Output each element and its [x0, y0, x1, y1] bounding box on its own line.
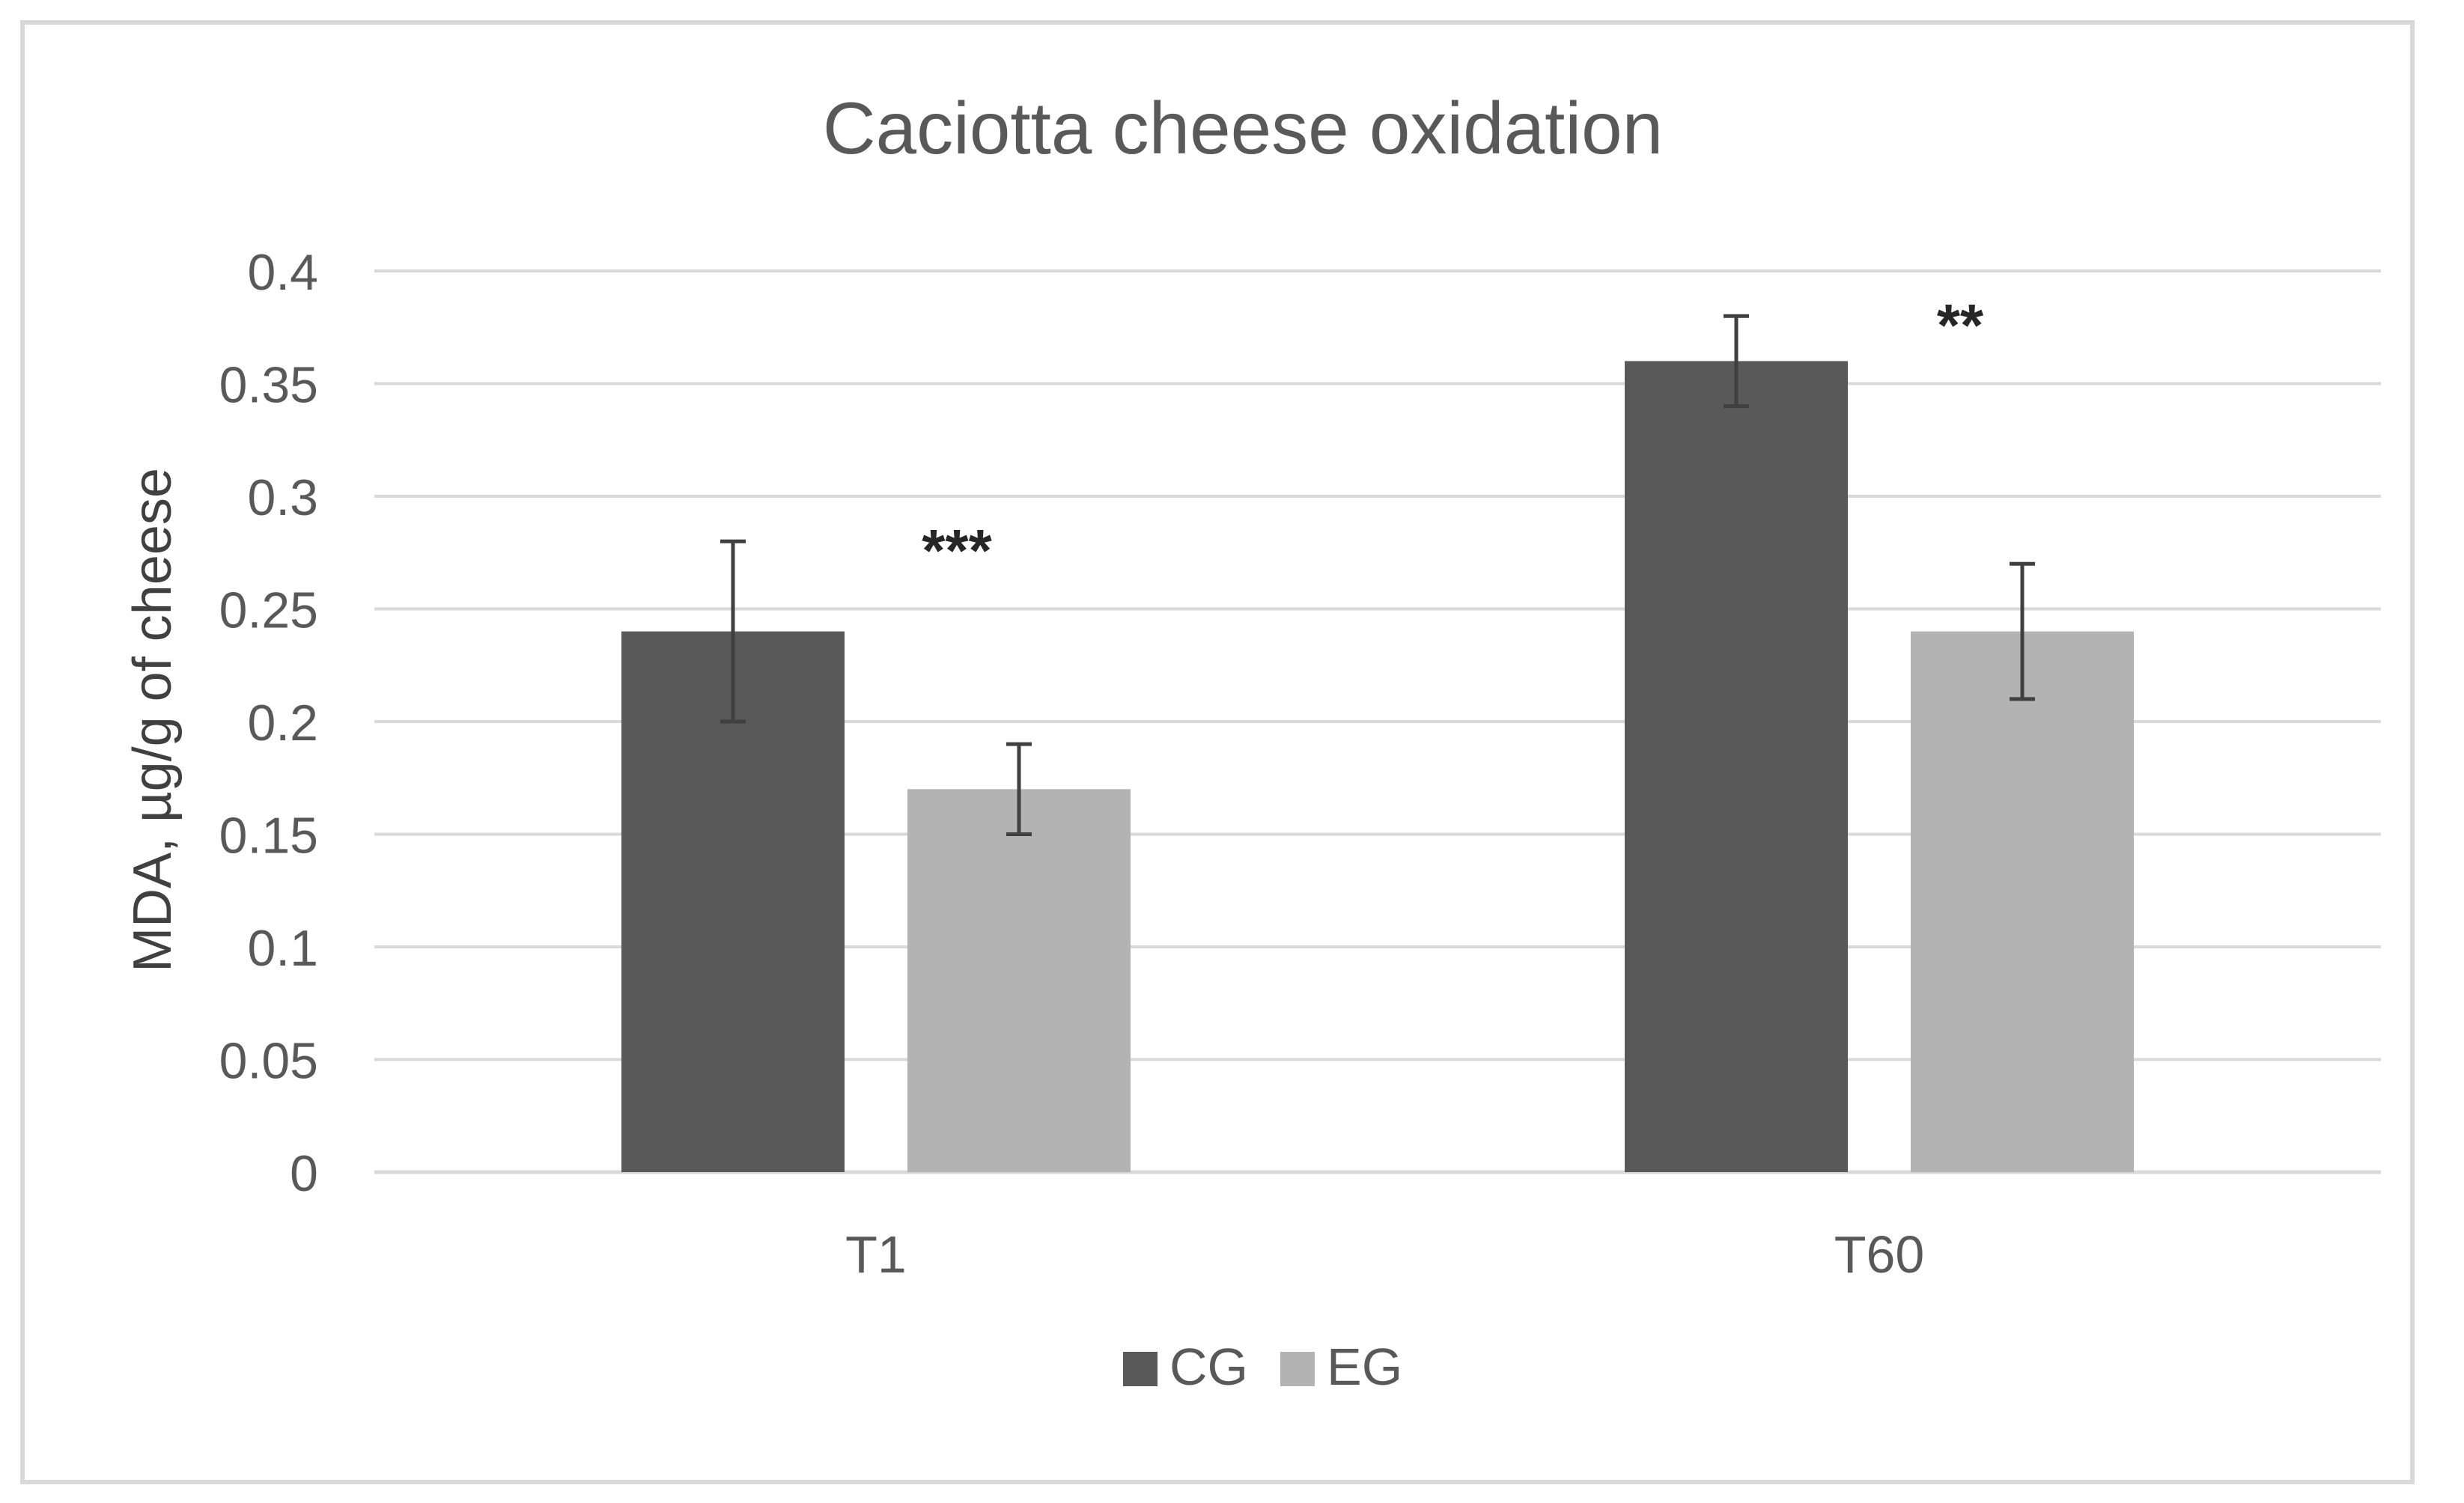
bar-eg-t1 — [907, 789, 1131, 1172]
legend: CG EG — [1123, 1338, 1402, 1396]
bar-cg-t60 — [1625, 361, 1848, 1172]
y-tick-label: 0.05 — [219, 1033, 318, 1090]
legend-label-eg: EG — [1327, 1338, 1402, 1396]
error-bars — [720, 314, 2035, 836]
legend-swatch-cg — [1123, 1352, 1158, 1386]
bar-eg-t60 — [1911, 631, 2134, 1172]
y-tick-label: 0.2 — [247, 695, 318, 752]
chart-title: Caciotta cheese oxidation — [823, 87, 1663, 169]
legend-swatch-eg — [1280, 1352, 1315, 1386]
y-tick-label: 0 — [290, 1145, 318, 1202]
significance-annotations: ***** — [922, 292, 1984, 584]
legend-label-cg: CG — [1169, 1338, 1248, 1396]
y-tick-labels: 0 0.05 0.1 0.15 0.2 0.25 0.3 0.35 0.4 — [219, 244, 318, 1202]
y-tick-label: 0.1 — [247, 920, 318, 977]
x-tick-labels: T1 T60 — [845, 1225, 1924, 1284]
y-tick-label: 0.25 — [219, 582, 318, 639]
y-tick-label: 0.3 — [247, 469, 318, 526]
significance-marker: ** — [1937, 292, 1984, 359]
x-tick-label: T60 — [1834, 1225, 1925, 1284]
y-tick-label: 0.4 — [247, 244, 318, 301]
y-tick-label: 0.35 — [219, 357, 318, 414]
y-tick-label: 0.15 — [219, 808, 318, 865]
x-tick-label: T1 — [845, 1225, 907, 1284]
y-axis-label: MDA, µg/g of cheese — [123, 468, 183, 972]
significance-marker: *** — [922, 517, 992, 584]
bars — [621, 361, 2134, 1172]
